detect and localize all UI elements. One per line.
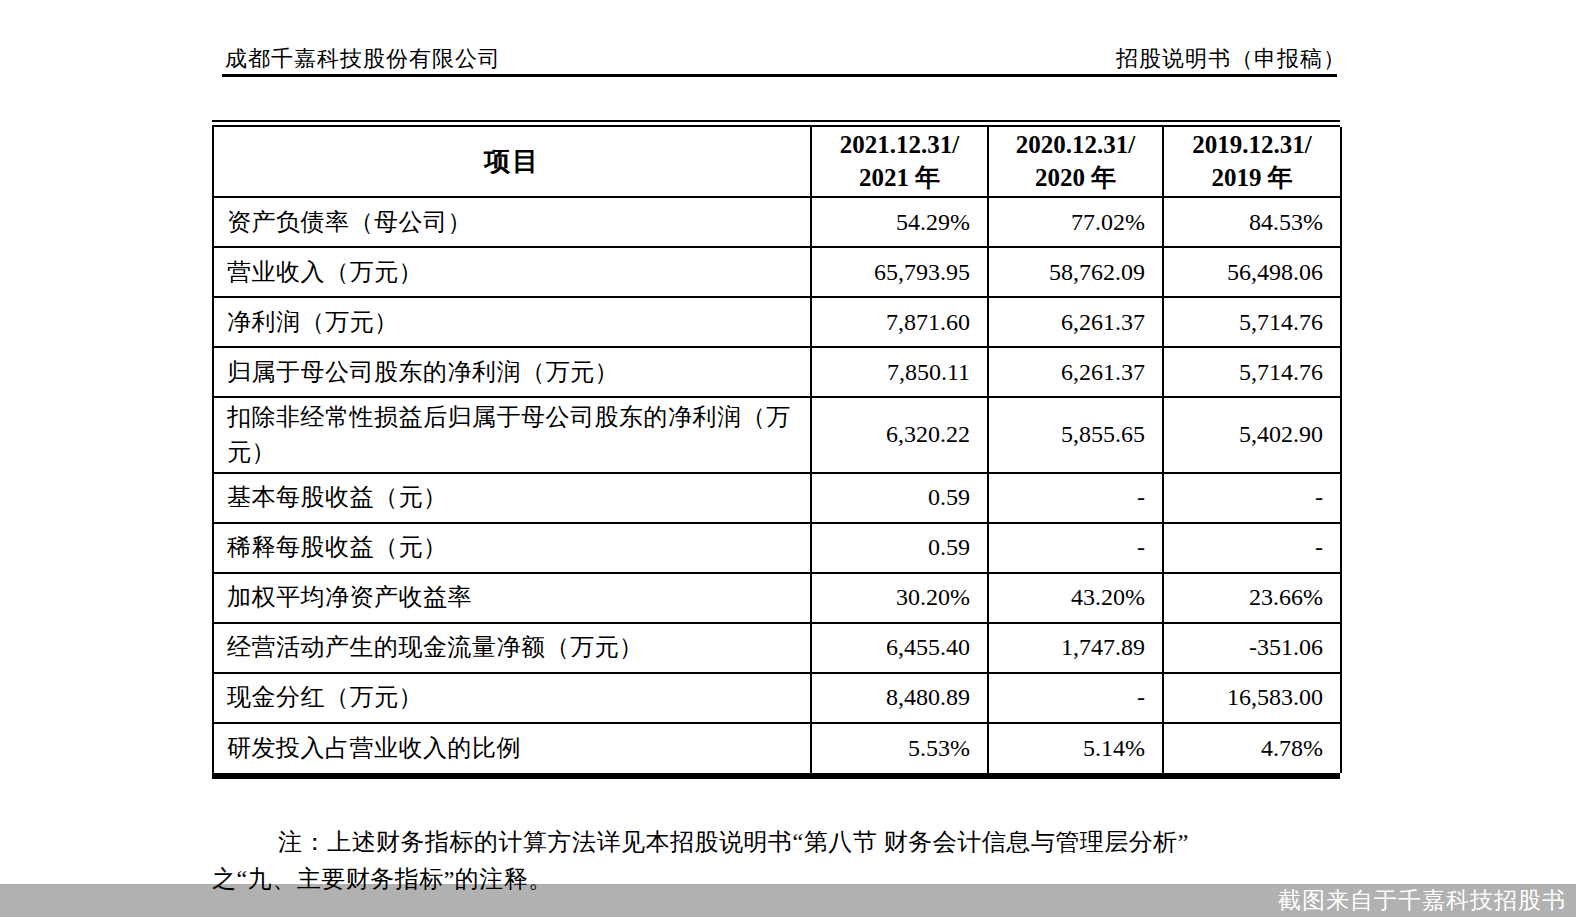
cell-value: 7,871.60 [811, 297, 988, 347]
cell-value: 5,714.76 [1163, 297, 1341, 347]
cell-value: 5,714.76 [1163, 347, 1341, 397]
period-date: 2021.12.31/ [840, 131, 959, 158]
cell-value: - [1163, 523, 1341, 573]
row-label: 经营活动产生的现金流量净额（万元） [213, 623, 811, 673]
cell-value: 5.14% [988, 723, 1163, 773]
cell-value: 54.29% [811, 197, 988, 247]
row-label: 加权平均净资产收益率 [213, 573, 811, 623]
cell-value: 84.53% [1163, 197, 1341, 247]
table-row: 现金分红（万元）8,480.89-16,583.00 [213, 673, 1341, 723]
table-row: 营业收入（万元）65,793.9558,762.0956,498.06 [213, 247, 1341, 297]
column-header-item: 项目 [213, 127, 811, 197]
cell-value: - [1163, 473, 1341, 523]
financial-indicators-table: 项目 2021.12.31/2021 年2020.12.31/2020 年201… [212, 120, 1340, 779]
row-label: 现金分红（万元） [213, 673, 811, 723]
cell-value: 30.20% [811, 573, 988, 623]
row-label: 扣除非经常性损益后归属于母公司股东的净利润（万元） [213, 397, 811, 473]
cell-value: 65,793.95 [811, 247, 988, 297]
cell-value: 16,583.00 [1163, 673, 1341, 723]
footnote-line2: 之“九、主要财务指标”的注释。 [212, 861, 1357, 898]
period-date: 2019.12.31/ [1192, 131, 1311, 158]
cell-value: - [988, 473, 1163, 523]
cell-value: 5,855.65 [988, 397, 1163, 473]
table-row: 经营活动产生的现金流量净额（万元）6,455.401,747.89-351.06 [213, 623, 1341, 673]
cell-value: - [988, 523, 1163, 573]
cell-value: 43.20% [988, 573, 1163, 623]
cell-value: 23.66% [1163, 573, 1341, 623]
cell-value: 0.59 [811, 473, 988, 523]
table-row: 基本每股收益（元）0.59-- [213, 473, 1341, 523]
footnote: 注：上述财务指标的计算方法详见本招股说明书“第八节 财务会计信息与管理层分析” … [212, 824, 1357, 898]
column-header-period: 2020.12.31/2020 年 [988, 127, 1163, 197]
period-date: 2020.12.31/ [1016, 131, 1135, 158]
row-label: 净利润（万元） [213, 297, 811, 347]
doc-title: 招股说明书（申报稿） [1116, 44, 1346, 74]
table-row: 加权平均净资产收益率30.20%43.20%23.66% [213, 573, 1341, 623]
cell-value: - [988, 673, 1163, 723]
header-rule [222, 74, 1337, 77]
cell-value: 5.53% [811, 723, 988, 773]
row-label: 资产负债率（母公司） [213, 197, 811, 247]
cell-value: 5,402.90 [1163, 397, 1341, 473]
row-label: 稀释每股收益（元） [213, 523, 811, 573]
period-year: 2019 年 [1211, 164, 1292, 191]
cell-value: 6,261.37 [988, 297, 1163, 347]
cell-value: 4.78% [1163, 723, 1341, 773]
cell-value: 6,320.22 [811, 397, 988, 473]
cell-value: 6,261.37 [988, 347, 1163, 397]
table-row: 稀释每股收益（元）0.59-- [213, 523, 1341, 573]
cell-value: 0.59 [811, 523, 988, 573]
row-label: 归属于母公司股东的净利润（万元） [213, 347, 811, 397]
table-row: 资产负债率（母公司）54.29%77.02%84.53% [213, 197, 1341, 247]
cell-value: 8,480.89 [811, 673, 988, 723]
row-label: 研发投入占营业收入的比例 [213, 723, 811, 773]
period-year: 2021 年 [859, 164, 940, 191]
row-label: 营业收入（万元） [213, 247, 811, 297]
table-row: 净利润（万元）7,871.606,261.375,714.76 [213, 297, 1341, 347]
cell-value: 77.02% [988, 197, 1163, 247]
table-row: 研发投入占营业收入的比例5.53%5.14%4.78% [213, 723, 1341, 773]
period-year: 2020 年 [1035, 164, 1116, 191]
table-row: 归属于母公司股东的净利润（万元）7,850.116,261.375,714.76 [213, 347, 1341, 397]
cell-value: 58,762.09 [988, 247, 1163, 297]
table-row: 扣除非经常性损益后归属于母公司股东的净利润（万元）6,320.225,855.6… [213, 397, 1341, 473]
cell-value: -351.06 [1163, 623, 1341, 673]
cell-value: 6,455.40 [811, 623, 988, 673]
footnote-line1: 注：上述财务指标的计算方法详见本招股说明书“第八节 财务会计信息与管理层分析” [212, 824, 1357, 861]
cell-value: 56,498.06 [1163, 247, 1341, 297]
column-header-period: 2019.12.31/2019 年 [1163, 127, 1341, 197]
cell-value: 7,850.11 [811, 347, 988, 397]
column-header-period: 2021.12.31/2021 年 [811, 127, 988, 197]
row-label: 基本每股收益（元） [213, 473, 811, 523]
table-header-row: 项目 2021.12.31/2021 年2020.12.31/2020 年201… [213, 127, 1341, 197]
cell-value: 1,747.89 [988, 623, 1163, 673]
company-name: 成都千嘉科技股份有限公司 [225, 44, 501, 74]
